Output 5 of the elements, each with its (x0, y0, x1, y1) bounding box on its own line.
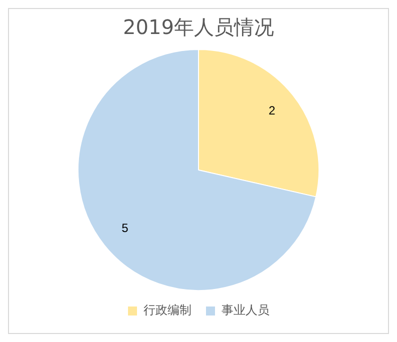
legend-label: 行政编制 (144, 303, 192, 318)
legend-label: 事业人员 (222, 303, 270, 318)
chart-title: 2019年人员情况 (123, 15, 274, 40)
data-label: 2 (268, 104, 276, 118)
data-label: 5 (122, 220, 129, 235)
